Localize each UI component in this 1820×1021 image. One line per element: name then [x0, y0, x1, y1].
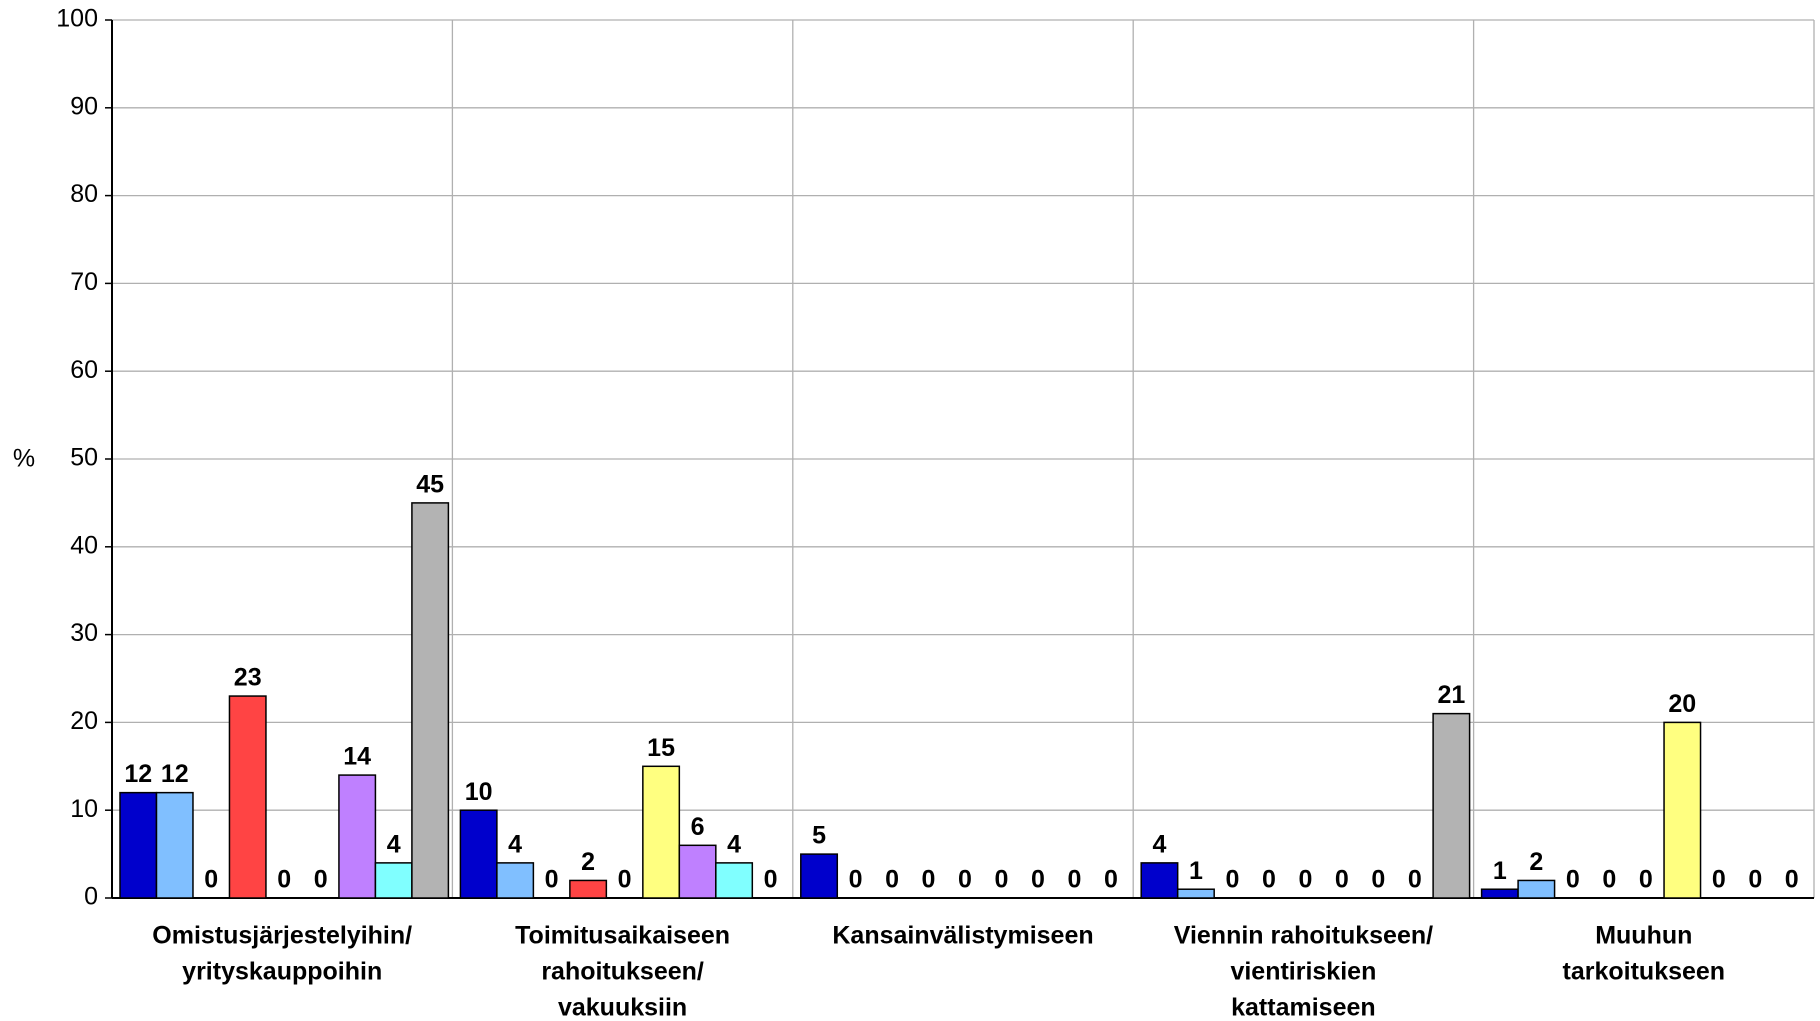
x-tick-label: Kansainvälistymiseen — [832, 922, 1093, 950]
value-label: 0 — [1262, 866, 1276, 894]
bar — [1140, 862, 1179, 899]
bar — [678, 844, 717, 899]
value-label: 6 — [691, 813, 705, 841]
value-label: 0 — [618, 866, 632, 894]
x-tick-label: vakuuksiin — [558, 994, 687, 1021]
value-label: 0 — [1602, 866, 1616, 894]
value-label: 0 — [1408, 866, 1422, 894]
y-tick-label: 50 — [70, 444, 98, 472]
value-label: 12 — [124, 760, 152, 788]
bar — [569, 879, 608, 899]
bar — [1432, 712, 1471, 899]
y-tick-label: 10 — [70, 795, 98, 823]
y-tick-label: 100 — [56, 5, 98, 33]
y-tick-label: 90 — [70, 92, 98, 120]
x-tick-label: kattamiseen — [1231, 994, 1376, 1021]
value-label: 12 — [161, 760, 189, 788]
x-tick-label: Omistusjärjestelyihin/ — [152, 922, 412, 950]
y-tick-label: 0 — [84, 883, 98, 911]
value-label: 4 — [1152, 830, 1166, 858]
value-label: 0 — [314, 866, 328, 894]
bar — [119, 791, 158, 899]
value-label: 2 — [581, 848, 595, 876]
value-label: 10 — [465, 778, 493, 806]
value-label: 0 — [1371, 866, 1385, 894]
x-tick-label: tarkoitukseen — [1563, 958, 1726, 986]
value-label: 0 — [1748, 866, 1762, 894]
value-label: 2 — [1529, 848, 1543, 876]
y-tick-label: 60 — [70, 356, 98, 384]
value-label: 0 — [1298, 866, 1312, 894]
value-label: 0 — [885, 866, 899, 894]
y-tick-label: 70 — [70, 268, 98, 296]
y-axis-label: % — [13, 445, 35, 473]
bar — [338, 774, 377, 899]
value-label: 0 — [1104, 866, 1118, 894]
value-label: 0 — [1031, 866, 1045, 894]
y-tick-label: 20 — [70, 707, 98, 735]
bar — [1176, 888, 1215, 899]
value-label: 0 — [922, 866, 936, 894]
value-label: 1 — [1493, 857, 1507, 885]
bar — [800, 853, 839, 899]
value-label: 0 — [1335, 866, 1349, 894]
value-label: 14 — [343, 743, 371, 771]
bar — [459, 809, 498, 899]
bar — [374, 862, 413, 899]
value-label: 0 — [1639, 866, 1653, 894]
x-tick-label: rahoitukseen/ — [541, 958, 704, 986]
value-label: 4 — [387, 830, 401, 858]
bar — [155, 791, 194, 899]
value-label: 0 — [1068, 866, 1082, 894]
bar — [496, 862, 535, 899]
value-label: 21 — [1437, 681, 1465, 709]
x-tick-label: Viennin rahoitukseen/ — [1174, 922, 1433, 950]
x-tick-label: vientiriskien — [1230, 958, 1376, 986]
x-tick-label: Muuhun — [1595, 922, 1692, 950]
y-tick-label: 40 — [70, 531, 98, 559]
bar — [228, 695, 267, 899]
x-tick-label: Toimitusaikaiseen — [515, 922, 730, 950]
value-label: 0 — [1712, 866, 1726, 894]
value-label: 23 — [234, 664, 262, 692]
x-tick-label: yrityskauppoihin — [182, 958, 382, 986]
bar — [411, 502, 450, 899]
value-label: 5 — [812, 822, 826, 850]
value-label: 45 — [416, 471, 444, 499]
value-label: 15 — [647, 734, 675, 762]
value-label: 0 — [995, 866, 1009, 894]
value-label: 0 — [277, 866, 291, 894]
bar — [1663, 721, 1702, 899]
value-label: 20 — [1668, 690, 1696, 718]
bar — [715, 862, 754, 899]
bar — [1517, 879, 1556, 899]
value-label: 0 — [545, 866, 559, 894]
value-label: 4 — [508, 830, 522, 858]
value-label: 0 — [1225, 866, 1239, 894]
value-label: 4 — [727, 830, 741, 858]
value-label: 1 — [1189, 857, 1203, 885]
bar — [1480, 888, 1519, 899]
y-tick-label: 30 — [70, 619, 98, 647]
y-tick-label: 80 — [70, 180, 98, 208]
value-label: 0 — [958, 866, 972, 894]
value-label: 0 — [204, 866, 218, 894]
value-label: 0 — [849, 866, 863, 894]
value-label: 0 — [1785, 866, 1799, 894]
value-label: 0 — [764, 866, 778, 894]
value-label: 0 — [1566, 866, 1580, 894]
bar — [642, 765, 681, 899]
